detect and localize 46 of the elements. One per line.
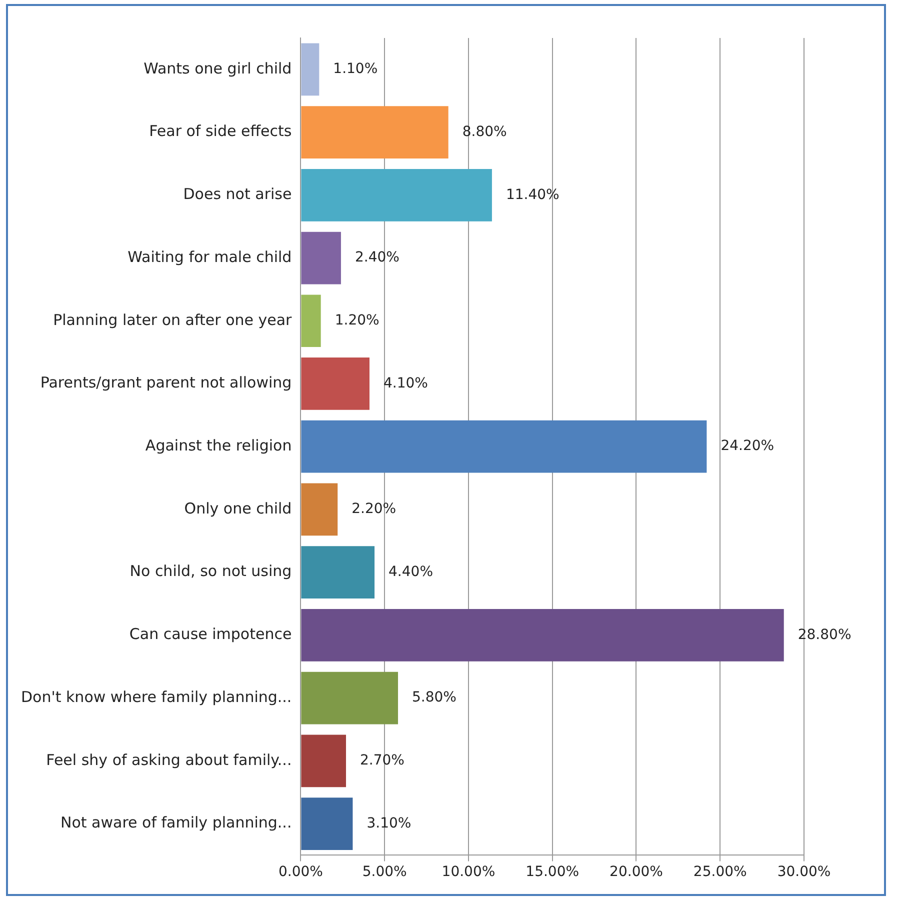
y-tick-label: Does not arise bbox=[183, 185, 292, 204]
y-tick-label: Wants one girl child bbox=[144, 59, 292, 78]
y-tick-label: Against the religion bbox=[145, 436, 292, 454]
data-label: 24.20% bbox=[720, 438, 774, 454]
bar bbox=[301, 672, 398, 724]
data-label: 5.80% bbox=[412, 690, 456, 706]
bar bbox=[301, 43, 320, 96]
bar bbox=[301, 420, 707, 473]
bar bbox=[301, 609, 784, 662]
data-label: 4.10% bbox=[383, 375, 428, 392]
data-label: 28.80% bbox=[798, 626, 852, 643]
x-tick-label: 5.00% bbox=[362, 864, 407, 880]
bar bbox=[301, 546, 375, 599]
y-tick-label: Waiting for male child bbox=[128, 248, 292, 266]
bar bbox=[301, 294, 321, 348]
y-tick-label: Fear of side effects bbox=[149, 122, 292, 140]
data-label: 2.20% bbox=[352, 501, 396, 518]
x-tick-label: 10.00% bbox=[442, 864, 496, 880]
y-tick-label: Only one child bbox=[184, 499, 292, 518]
y-tick-label: Don't know where family planning... bbox=[20, 688, 292, 706]
y-tick-label: Not aware of family planning... bbox=[60, 814, 292, 832]
y-tick-label: Planning later on after one year bbox=[53, 310, 293, 329]
y-tick-label: Can cause impotence bbox=[129, 625, 292, 644]
x-tick-label: 0.00% bbox=[278, 864, 323, 880]
x-tick-label: 15.00% bbox=[526, 864, 580, 880]
x-tick-label: 30.00% bbox=[777, 864, 831, 880]
x-tick-label: 20.00% bbox=[610, 864, 663, 880]
bar bbox=[301, 106, 448, 158]
y-tick-label: No child, so not using bbox=[130, 562, 292, 580]
data-label: 4.40% bbox=[388, 564, 434, 580]
bar bbox=[301, 798, 353, 850]
data-label: 3.10% bbox=[366, 815, 412, 832]
bar bbox=[301, 483, 338, 536]
data-label: 2.40% bbox=[354, 250, 400, 266]
x-tick-label: 25.00% bbox=[693, 864, 747, 880]
y-tick-label: Parents/grant parent not allowing bbox=[40, 374, 292, 392]
data-label: 1.20% bbox=[334, 312, 380, 329]
bar bbox=[301, 358, 370, 410]
bar bbox=[301, 232, 341, 284]
data-label: 8.80% bbox=[462, 124, 507, 140]
bar bbox=[301, 734, 346, 788]
bar bbox=[301, 168, 492, 222]
y-tick-label: Feel shy of asking about family... bbox=[46, 750, 292, 769]
data-label: 11.40% bbox=[506, 186, 560, 203]
data-label: 2.70% bbox=[360, 752, 404, 769]
data-label: 1.10% bbox=[333, 61, 378, 78]
